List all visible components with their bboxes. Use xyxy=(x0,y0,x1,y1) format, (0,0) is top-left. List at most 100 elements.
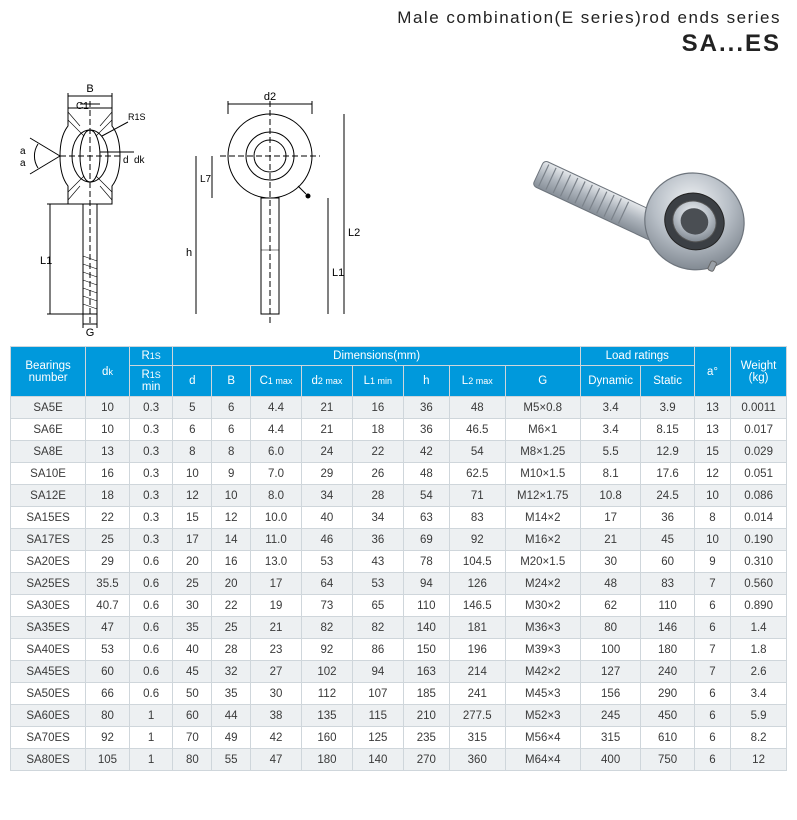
cell-G: M16×2 xyxy=(505,529,580,551)
th-d: d xyxy=(173,366,212,397)
cell-bn: SA10E xyxy=(11,463,86,485)
cell-G: M10×1.5 xyxy=(505,463,580,485)
cell-d: 15 xyxy=(173,507,212,529)
table-row: SA40ES530.64028239286150196M39×310018071… xyxy=(11,639,787,661)
spec-table-body: SA5E100.3564.421163648M5×0.83.43.9130.00… xyxy=(11,397,787,771)
cell-C1: 7.0 xyxy=(251,463,302,485)
cell-a: 7 xyxy=(694,573,730,595)
table-row: SA70ES921704942160125235315M56×431561068… xyxy=(11,727,787,749)
cell-dk: 60 xyxy=(86,661,130,683)
table-row: SA45ES600.645322710294163214M42×21272407… xyxy=(11,661,787,683)
cell-dy: 62 xyxy=(580,595,641,617)
cell-d2: 112 xyxy=(301,683,352,705)
cell-r1s: 0.6 xyxy=(129,617,173,639)
cell-st: 8.15 xyxy=(641,419,694,441)
drawing-svg: B C1 R1S d dk xyxy=(10,66,430,336)
cell-dk: 105 xyxy=(86,749,130,771)
page: Male combination(E series)rod ends serie… xyxy=(0,0,797,781)
cell-d2: 64 xyxy=(301,573,352,595)
cell-r1s: 0.6 xyxy=(129,683,173,705)
cell-h: 163 xyxy=(403,661,449,683)
th-r1s-min: R1Smin xyxy=(129,366,173,397)
cell-C1: 27 xyxy=(251,661,302,683)
cell-d2: 135 xyxy=(301,705,352,727)
cell-dk: 18 xyxy=(86,485,130,507)
cell-dy: 48 xyxy=(580,573,641,595)
cell-L2: 126 xyxy=(449,573,505,595)
table-row: SA30ES40.70.63022197365110146.5M30×26211… xyxy=(11,595,787,617)
cell-C1: 11.0 xyxy=(251,529,302,551)
cell-B: 6 xyxy=(212,419,251,441)
cell-dk: 10 xyxy=(86,419,130,441)
spec-table: Bearings number dk R1S Dimensions(mm) Lo… xyxy=(10,346,787,771)
cell-G: M12×1.75 xyxy=(505,485,580,507)
cell-dy: 8.1 xyxy=(580,463,641,485)
cell-h: 36 xyxy=(403,397,449,419)
cell-B: 8 xyxy=(212,441,251,463)
cell-dk: 35.5 xyxy=(86,573,130,595)
cell-st: 60 xyxy=(641,551,694,573)
cell-a: 7 xyxy=(694,639,730,661)
diagram-row: B C1 R1S d dk xyxy=(10,66,787,346)
table-row: SA5E100.3564.421163648M5×0.83.43.9130.00… xyxy=(11,397,787,419)
cell-L2: 241 xyxy=(449,683,505,705)
dim-label-L1b: L1 xyxy=(332,267,344,279)
dim-label-L7: L7 xyxy=(200,174,212,185)
cell-dy: 3.4 xyxy=(580,397,641,419)
cell-st: 24.5 xyxy=(641,485,694,507)
header: Male combination(E series)rod ends serie… xyxy=(10,4,787,66)
cell-wt: 0.014 xyxy=(731,507,787,529)
cell-bn: SA15ES xyxy=(11,507,86,529)
cell-d: 35 xyxy=(173,617,212,639)
svg-text:R1S: R1S xyxy=(128,112,146,122)
cell-d: 6 xyxy=(173,419,212,441)
cell-G: M30×2 xyxy=(505,595,580,617)
th-L2: L2 max xyxy=(449,366,505,397)
cell-h: 270 xyxy=(403,749,449,771)
cell-wt: 0.190 xyxy=(731,529,787,551)
table-row: SA6E100.3664.421183646.5M6×13.48.15130.0… xyxy=(11,419,787,441)
cell-L1: 22 xyxy=(352,441,403,463)
cell-wt: 0.0011 xyxy=(731,397,787,419)
cell-r1s: 1 xyxy=(129,705,173,727)
cell-L2: 83 xyxy=(449,507,505,529)
cell-dk: 13 xyxy=(86,441,130,463)
th-load-ratings: Load ratings xyxy=(580,347,694,366)
svg-text:d: d xyxy=(123,155,129,166)
cell-L1: 125 xyxy=(352,727,403,749)
cell-a: 10 xyxy=(694,529,730,551)
cell-a: 13 xyxy=(694,397,730,419)
cell-r1s: 0.3 xyxy=(129,485,173,507)
cell-st: 12.9 xyxy=(641,441,694,463)
cell-G: M52×3 xyxy=(505,705,580,727)
cell-L2: 54 xyxy=(449,441,505,463)
cell-r1s: 0.3 xyxy=(129,507,173,529)
dim-label-a1: a xyxy=(20,146,26,157)
cell-bn: SA50ES xyxy=(11,683,86,705)
svg-text:L1: L1 xyxy=(40,255,52,267)
cell-dk: 16 xyxy=(86,463,130,485)
cell-B: 28 xyxy=(212,639,251,661)
cell-d2: 102 xyxy=(301,661,352,683)
svg-text:L2: L2 xyxy=(348,227,360,239)
table-row: SA25ES35.50.6252017645394126M24×2488370.… xyxy=(11,573,787,595)
cell-L2: 104.5 xyxy=(449,551,505,573)
cell-L1: 115 xyxy=(352,705,403,727)
cell-a: 9 xyxy=(694,551,730,573)
cell-G: M64×4 xyxy=(505,749,580,771)
cell-L2: 196 xyxy=(449,639,505,661)
th-static: Static xyxy=(641,366,694,397)
cell-a: 15 xyxy=(694,441,730,463)
cell-L2: 360 xyxy=(449,749,505,771)
cell-L1: 34 xyxy=(352,507,403,529)
cell-C1: 47 xyxy=(251,749,302,771)
cell-B: 10 xyxy=(212,485,251,507)
cell-h: 36 xyxy=(403,419,449,441)
cell-d: 5 xyxy=(173,397,212,419)
cell-a: 6 xyxy=(694,727,730,749)
cell-bn: SA70ES xyxy=(11,727,86,749)
cell-bn: SA40ES xyxy=(11,639,86,661)
svg-text:L1: L1 xyxy=(332,267,344,279)
cell-a: 6 xyxy=(694,683,730,705)
cell-dk: 29 xyxy=(86,551,130,573)
